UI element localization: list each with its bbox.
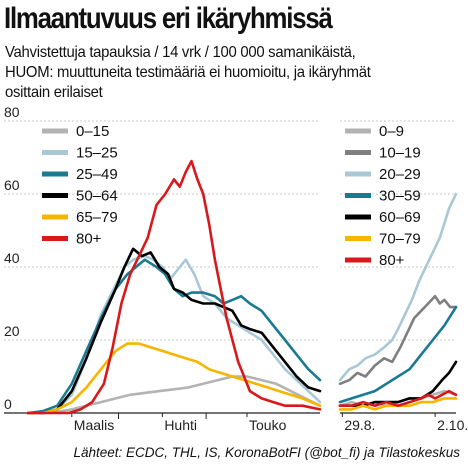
left-legend-swatch-4 — [42, 214, 68, 220]
y-tick-label: 60 — [4, 177, 20, 193]
right-chart-panel: 29.8. 2.10. 0–9 10–19 20–29 30–59 60–69 70–79 80… — [338, 120, 468, 433]
right-series-line-1 — [338, 294, 458, 386]
source-note: Lähteet: ECDC, THL, IS, KoronaBotFI (@bo… — [73, 445, 461, 460]
right-legend-swatch-6 — [345, 257, 371, 263]
right-legend-label-6: 80+ — [379, 252, 405, 269]
right-legend-label-4: 60–69 — [379, 209, 421, 226]
right-legend-label-0: 0–9 — [379, 123, 404, 140]
right-legend-label-1: 10–19 — [379, 145, 421, 162]
y-tick-label: 40 — [4, 250, 20, 266]
left-legend-label-4: 65–79 — [76, 209, 118, 226]
left-legend-swatch-5 — [42, 236, 68, 241]
right-legend-swatch-4 — [345, 214, 371, 220]
left-series-line-0 — [26, 375, 322, 415]
left-legend-label-0: 0–15 — [76, 123, 109, 140]
chart-title: Ilmaantuvuus eri ikäryhmissä — [4, 2, 333, 35]
right-legend-swatch-2 — [345, 171, 371, 177]
left-legend-label-5: 80+ — [76, 231, 102, 248]
left-series-line-4 — [26, 342, 322, 415]
left-legend-swatch-3 — [42, 193, 68, 198]
subtitle-line-2: HUOM: muuttuneita testimääriä ei huomioi… — [5, 64, 371, 81]
left-series-line-3 — [26, 247, 322, 415]
left-legend-label-3: 50–64 — [76, 188, 118, 205]
right-legend-swatch-0 — [345, 128, 371, 134]
left-series-line-5 — [26, 159, 322, 415]
y-tick-label: 0 — [4, 396, 12, 412]
right-legend-label-2: 20–29 — [379, 166, 421, 183]
y-tick-label: 20 — [4, 323, 20, 339]
right-series-line-6 — [338, 389, 458, 407]
right-legend-label-5: 70–79 — [379, 231, 421, 248]
y-tick-label: 80 — [4, 104, 20, 120]
right-legend-label-3: 30–59 — [379, 188, 421, 205]
left-legend-swatch-1 — [42, 150, 68, 155]
right-series-line-3 — [338, 305, 458, 404]
chart-subtitle: Vahvistettuja tapauksia / 14 vrk / 100 0… — [5, 43, 465, 103]
left-legend-label-2: 25–49 — [76, 166, 118, 183]
subtitle-line-3: osittain erilaiset — [5, 84, 103, 101]
left-legend-swatch-0 — [42, 128, 68, 134]
left-legend-swatch-2 — [42, 171, 68, 177]
right-legend-swatch-5 — [345, 236, 371, 241]
left-series-line-2 — [26, 258, 322, 415]
subtitle-line-1: Vahvistettuja tapauksia / 14 vrk / 100 0… — [5, 44, 356, 61]
right-series-line-2 — [338, 192, 458, 382]
left-x-tick-label: Touko — [249, 417, 287, 433]
left-x-tick-label: Huhti — [164, 417, 197, 433]
right-x-tick-label: 29.8. — [344, 417, 375, 433]
left-chart-panel: 0 20 40 60 80 Maalis Huhti Touko 0–15 15–25 25–49 5… — [4, 104, 322, 433]
left-legend-label-1: 15–25 — [76, 145, 118, 162]
right-legend-swatch-1 — [345, 150, 371, 155]
right-legend-swatch-3 — [345, 193, 371, 198]
right-x-tick-label: 2.10. — [437, 417, 468, 433]
left-x-tick-label: Maalis — [74, 417, 114, 433]
